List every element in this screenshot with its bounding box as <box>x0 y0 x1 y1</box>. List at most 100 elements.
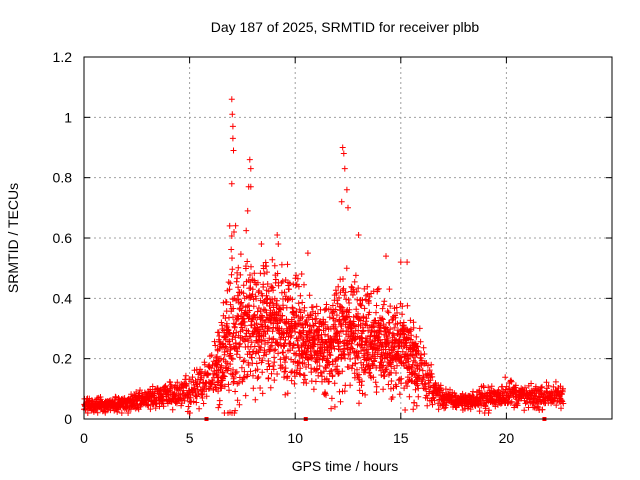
data-point <box>225 279 232 286</box>
data-point <box>356 371 362 378</box>
data-point <box>331 345 338 352</box>
data-point <box>416 366 423 373</box>
y-tick-label: 0.6 <box>53 230 73 246</box>
data-point <box>168 383 175 390</box>
data-point <box>321 353 327 359</box>
data-point <box>280 349 287 356</box>
data-point <box>297 371 304 378</box>
data-point <box>341 388 348 395</box>
data-point <box>267 384 274 391</box>
data-point <box>227 301 234 308</box>
data-point <box>227 352 234 359</box>
data-point <box>189 374 196 381</box>
data-point <box>297 365 304 372</box>
data-point <box>347 356 354 362</box>
data-point <box>245 337 252 344</box>
data-point <box>296 306 303 313</box>
data-point <box>230 305 237 312</box>
data-point <box>266 325 272 332</box>
data-point <box>236 354 243 361</box>
data-point <box>259 369 266 376</box>
data-point <box>295 344 302 351</box>
data-point <box>250 303 257 310</box>
data-point <box>329 302 336 309</box>
data-point <box>278 325 285 332</box>
x-tick-label: 10 <box>287 430 303 446</box>
data-point <box>486 407 492 414</box>
data-point <box>379 315 385 322</box>
data-point <box>394 309 400 316</box>
data-point <box>257 344 264 351</box>
data-point <box>452 393 459 400</box>
data-point <box>355 327 362 334</box>
data-point <box>552 378 559 385</box>
data-point <box>254 279 261 286</box>
data-point <box>354 366 360 373</box>
data-point <box>415 375 421 382</box>
data-point <box>329 361 336 368</box>
data-point <box>229 356 236 363</box>
data-point <box>177 395 184 402</box>
data-point <box>323 301 330 308</box>
y-tick-label: 1 <box>64 109 72 125</box>
data-point <box>263 351 270 358</box>
data-point <box>363 315 370 322</box>
data-point <box>257 308 264 315</box>
data-point <box>224 360 231 367</box>
data-point <box>482 405 489 412</box>
data-point <box>508 398 515 405</box>
data-point <box>259 313 266 320</box>
data-point <box>258 241 265 247</box>
data-point <box>403 339 410 346</box>
data-point <box>331 403 338 410</box>
data-points <box>81 96 567 416</box>
data-point <box>428 361 435 368</box>
data-point <box>255 374 262 380</box>
data-point <box>345 364 352 371</box>
data-point <box>404 259 411 266</box>
data-point <box>329 372 336 379</box>
data-point <box>245 362 252 368</box>
data-point <box>335 283 342 290</box>
data-point <box>247 165 254 172</box>
data-point <box>338 304 345 310</box>
data-point <box>337 346 343 353</box>
data-point <box>348 283 355 290</box>
data-point <box>227 280 234 287</box>
data-point <box>346 300 353 306</box>
data-point <box>312 320 319 327</box>
data-point <box>238 299 245 306</box>
data-point <box>400 319 407 326</box>
data-point <box>125 410 132 416</box>
data-point <box>396 391 403 398</box>
data-point <box>220 340 227 347</box>
data-point <box>346 306 353 313</box>
data-point <box>264 269 270 276</box>
data-point <box>230 147 237 154</box>
data-point <box>418 378 425 385</box>
data-point <box>343 265 350 272</box>
data-point <box>382 366 389 373</box>
data-point <box>268 283 275 290</box>
data-point <box>241 322 248 329</box>
data-point <box>260 284 267 290</box>
data-point <box>322 319 329 325</box>
data-point <box>241 368 248 375</box>
data-point <box>553 402 560 409</box>
data-point <box>470 388 476 395</box>
data-point <box>379 316 386 323</box>
data-point <box>379 305 386 312</box>
data-point <box>268 370 275 377</box>
data-point <box>435 406 442 413</box>
data-point <box>362 391 369 398</box>
data-point <box>233 368 240 375</box>
data-point <box>404 302 411 309</box>
data-point <box>219 369 226 375</box>
data-point <box>374 286 381 293</box>
data-point <box>397 354 404 361</box>
data-point <box>372 379 379 386</box>
data-point <box>352 272 359 279</box>
data-point <box>283 353 290 360</box>
data-point <box>339 144 346 151</box>
data-point <box>351 278 358 285</box>
